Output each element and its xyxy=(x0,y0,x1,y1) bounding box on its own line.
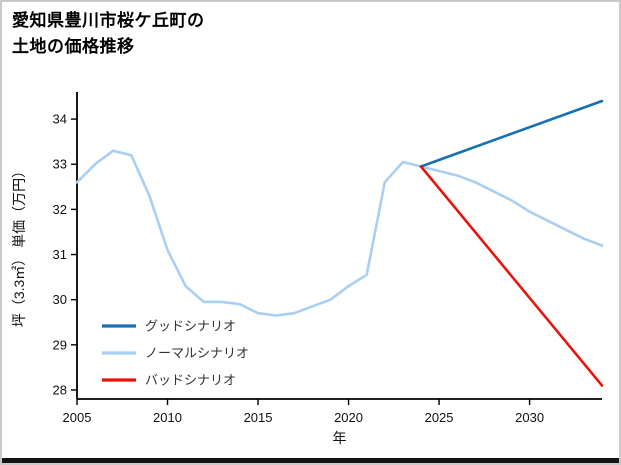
y-tick-label: 31 xyxy=(53,247,67,262)
chart-title-line2: 土地の価格推移 xyxy=(12,36,135,56)
chart-title: 愛知県豊川市桜ケ丘町の 土地の価格推移 xyxy=(12,8,205,59)
series-line-1 xyxy=(75,149,604,317)
y-tick-label: 30 xyxy=(53,292,67,307)
y-tick-label: 29 xyxy=(53,337,67,352)
x-tick-label: 2030 xyxy=(515,410,544,425)
series-line-2 xyxy=(419,165,604,387)
series-line-0 xyxy=(419,99,604,168)
y-axis-label: 坪（3.3㎡） 単価（万円） xyxy=(11,164,27,327)
x-tick-label: 2010 xyxy=(153,410,182,425)
x-tick-label: 2025 xyxy=(425,410,454,425)
legend-label-2: バッドシナリオ xyxy=(145,373,236,388)
x-tick-label: 2005 xyxy=(63,410,92,425)
x-tick-label: 2015 xyxy=(244,410,273,425)
y-tick-label: 34 xyxy=(53,112,67,127)
x-axis-label: 年 xyxy=(333,430,347,446)
x-tick-label: 2020 xyxy=(334,410,363,425)
legend-label-0: グッドシナリオ xyxy=(145,319,236,334)
legend-label-1: ノーマルシナリオ xyxy=(145,346,249,361)
bottom-bar xyxy=(2,458,619,463)
y-tick-label: 32 xyxy=(53,202,67,217)
y-tick-label: 28 xyxy=(53,382,67,397)
y-tick-label: 33 xyxy=(53,157,67,172)
chart-title-line1: 愛知県豊川市桜ケ丘町の xyxy=(12,11,205,30)
